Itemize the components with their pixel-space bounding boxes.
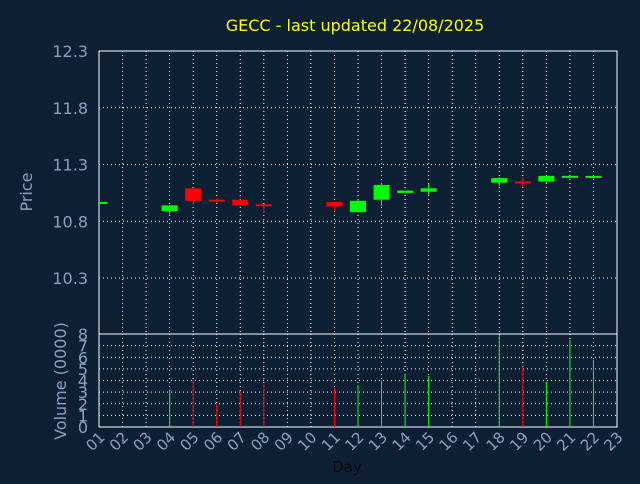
candle-body	[538, 175, 555, 182]
volume-tick-label: 0	[78, 418, 88, 437]
candle-body	[255, 204, 272, 207]
chart-title: GECC - last updated 22/08/2025	[226, 16, 485, 35]
candle-body	[491, 178, 508, 183]
candle	[99, 201, 107, 204]
candle	[538, 175, 555, 183]
candle	[350, 199, 366, 213]
candle	[208, 198, 225, 204]
candle-body	[561, 175, 578, 178]
candle	[232, 199, 249, 206]
volume-tick-label: 4	[78, 372, 88, 391]
candle	[514, 176, 531, 188]
candle	[491, 176, 508, 187]
volume-axis-label: Volume (0000)	[51, 322, 70, 440]
volume-bars-group	[169, 335, 594, 427]
volume-tick-label: 8	[78, 325, 88, 344]
candle-body	[185, 188, 202, 201]
candle	[373, 182, 390, 207]
volume-tick-label: 6	[78, 348, 88, 367]
price-tick-label: 11.3	[52, 156, 88, 175]
volume-tick-label: 3	[78, 383, 88, 402]
candle	[585, 174, 602, 178]
candle-body	[514, 181, 531, 184]
candle	[326, 201, 343, 212]
candle	[161, 205, 178, 215]
candle	[185, 188, 202, 206]
volume-tick-label: 7	[78, 337, 88, 356]
candle-body	[99, 201, 107, 204]
candle-body	[232, 199, 249, 206]
volume-tick-label: 2	[78, 395, 88, 414]
volume-tick-label: 5	[78, 360, 88, 379]
candle-body	[326, 201, 343, 207]
candle-body	[397, 190, 414, 193]
candle-body	[585, 175, 602, 178]
candle	[397, 190, 414, 193]
candle	[420, 183, 437, 196]
candles-group	[99, 174, 602, 215]
price-tick-label: 12.3	[52, 42, 88, 61]
day-axis-label: Day	[332, 458, 362, 476]
candle	[561, 175, 578, 178]
candle-body	[420, 188, 437, 192]
price-axis-ticks: 12.3 11.8 11.3 10.8 10.3	[52, 42, 88, 288]
price-axis-label: Price	[17, 172, 36, 211]
candle-body	[208, 199, 225, 202]
price-tick-label: 10.3	[52, 269, 88, 288]
candle-body	[373, 184, 390, 200]
day-axis-ticks: 0102030405060708091011121314151617181920…	[82, 428, 626, 454]
candle-body	[350, 200, 366, 213]
candle-body	[161, 205, 178, 212]
price-tick-label: 11.8	[52, 99, 88, 118]
volume-tick-label: 1	[78, 406, 88, 425]
price-tick-label: 10.8	[52, 212, 88, 231]
candle	[255, 204, 272, 214]
